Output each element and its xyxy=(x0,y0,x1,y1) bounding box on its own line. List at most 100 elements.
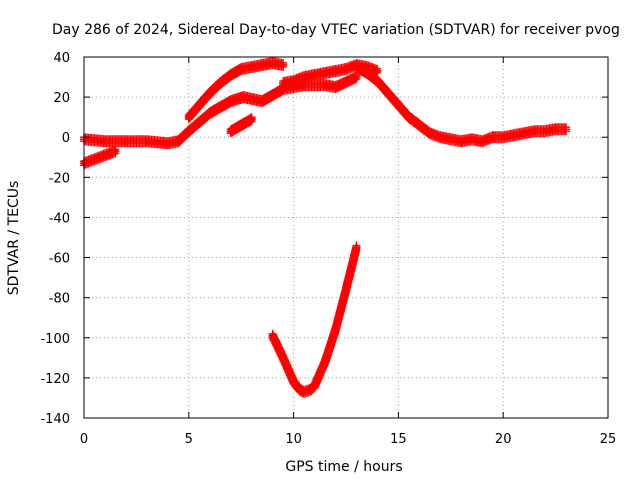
data-point xyxy=(237,121,246,130)
chart-title: Day 286 of 2024, Sidereal Day-to-day VTE… xyxy=(52,22,620,38)
y-tick-label: -80 xyxy=(49,292,70,307)
x-tick-label: 5 xyxy=(185,432,193,447)
data-point xyxy=(373,67,382,76)
data-point xyxy=(90,155,99,164)
x-tick-label: 25 xyxy=(600,432,617,447)
data-point xyxy=(279,353,288,362)
data-point xyxy=(184,113,193,122)
data-point xyxy=(383,89,392,98)
y-tick-label: 0 xyxy=(62,131,70,146)
data-point xyxy=(467,135,476,144)
data-point xyxy=(306,385,315,394)
data-point xyxy=(331,67,340,76)
grid xyxy=(84,57,608,418)
data-point xyxy=(121,137,130,146)
data-point xyxy=(226,127,235,136)
y-tick-label: 20 xyxy=(53,91,70,106)
data-point xyxy=(425,129,434,138)
data-point xyxy=(373,77,382,86)
data-point xyxy=(239,93,248,102)
data-point xyxy=(300,387,309,396)
y-tick-label: -100 xyxy=(40,332,70,347)
data-point xyxy=(457,137,466,146)
data-point xyxy=(331,325,340,334)
data-point xyxy=(163,139,172,148)
data-point xyxy=(205,89,214,98)
data-point xyxy=(247,115,256,124)
y-tick-label: -60 xyxy=(49,252,70,267)
data-point xyxy=(142,137,151,146)
data-point xyxy=(195,101,204,110)
data-point xyxy=(404,113,413,122)
data-point xyxy=(342,285,350,294)
data-point xyxy=(509,131,518,140)
data-point xyxy=(362,69,371,78)
data-point xyxy=(415,121,424,130)
data-point xyxy=(205,109,214,118)
data-point xyxy=(237,65,246,74)
data-point xyxy=(295,385,304,394)
data-point xyxy=(174,137,183,146)
marker-band xyxy=(488,123,571,144)
series-upper-arc xyxy=(184,57,288,124)
data-point xyxy=(352,73,361,82)
data-point xyxy=(541,127,550,136)
data-point xyxy=(100,137,109,146)
data-point xyxy=(436,133,445,142)
data-series xyxy=(80,57,571,398)
data-point xyxy=(100,151,109,160)
x-axis-title: GPS time / hours xyxy=(285,459,402,475)
series-early-low xyxy=(80,145,120,170)
data-point xyxy=(268,331,277,340)
data-point xyxy=(352,243,361,252)
data-point xyxy=(478,137,487,146)
y-tick-label: -40 xyxy=(49,211,70,226)
data-point xyxy=(342,65,350,74)
data-point xyxy=(300,73,309,82)
data-point xyxy=(352,63,361,72)
marker-band xyxy=(80,145,120,170)
y-tick-label: -20 xyxy=(49,171,70,186)
data-point xyxy=(488,133,497,142)
data-point xyxy=(446,135,455,144)
data-point xyxy=(551,125,560,134)
plot-frame xyxy=(83,56,609,419)
data-point xyxy=(216,79,225,88)
data-point xyxy=(226,97,235,106)
data-point xyxy=(562,125,571,134)
data-point xyxy=(310,381,319,390)
series-descent xyxy=(352,61,497,148)
series-deep-trough xyxy=(268,241,361,398)
data-point xyxy=(279,61,288,70)
x-tick-label: 0 xyxy=(80,432,88,447)
series-late-tail xyxy=(488,123,571,144)
x-tick-label: 15 xyxy=(390,432,407,447)
data-point xyxy=(258,97,267,106)
y-tick-label: -120 xyxy=(40,372,70,387)
y-tick-label: -140 xyxy=(40,412,70,427)
y-axis-title: SDTVAR / TECUs xyxy=(6,181,22,296)
data-point xyxy=(184,127,193,136)
data-point xyxy=(530,127,539,136)
x-tick-label: 20 xyxy=(495,432,512,447)
series-small-segment xyxy=(226,113,256,138)
data-point xyxy=(321,69,330,78)
y-tick-label: 40 xyxy=(53,51,70,66)
data-point xyxy=(321,81,330,90)
data-point xyxy=(268,59,277,68)
data-point xyxy=(226,71,235,80)
data-point xyxy=(258,61,267,70)
data-point xyxy=(289,377,298,386)
data-point xyxy=(520,129,529,138)
axis-ticks: 0 5 10 15 20 25 -140 -120 -100 -80 -60 -40 -20 0 20 40 xyxy=(40,51,616,447)
data-point xyxy=(111,147,120,156)
data-point xyxy=(321,357,330,366)
x-tick-label: 10 xyxy=(285,432,302,447)
marker-band xyxy=(268,241,361,398)
data-point xyxy=(289,77,298,86)
data-point xyxy=(394,101,403,110)
data-point xyxy=(331,83,340,92)
data-point xyxy=(247,63,256,72)
data-point xyxy=(279,79,288,88)
